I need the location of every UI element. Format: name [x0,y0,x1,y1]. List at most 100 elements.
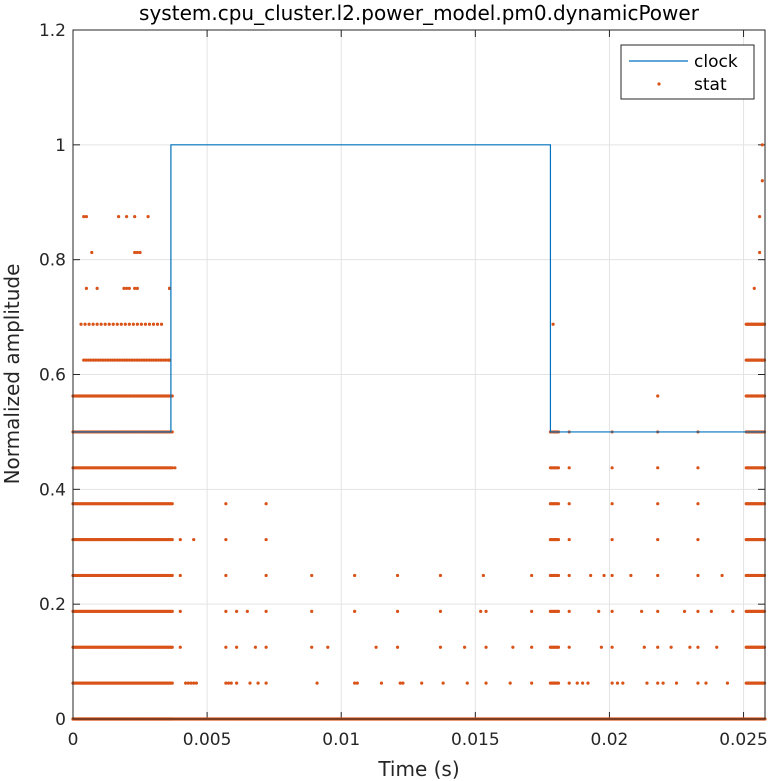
stat-point [192,681,196,685]
stat-point [762,573,767,578]
stat-point [264,645,268,649]
stat-point [567,645,571,649]
stat-point [688,645,692,649]
stat-point [264,537,268,542]
stat-point [192,537,196,542]
stat-point [610,609,614,613]
stat-point [374,645,378,649]
y-tick-label: 0.2 [39,595,66,615]
stat-point [661,681,665,685]
stat-point [656,466,660,470]
stat-point [353,681,357,685]
stat-point [755,394,759,398]
stat-point [752,286,756,290]
stat-point [116,215,121,219]
stat-point [762,394,767,398]
stat-point [567,466,571,470]
x-tick-label: 0.005 [183,730,232,750]
stat-point [224,502,228,506]
stat-point [511,645,515,649]
stat-point [395,573,400,578]
stat-point [615,681,620,685]
chart-title: system.cpu_cluster.l2.power_model.pm0.dy… [139,1,700,25]
x-tick-label: 0.015 [451,730,500,750]
stat-point [479,609,483,613]
stat-point [147,358,151,362]
stat-point [530,573,534,578]
x-tick-label: 0.02 [591,730,629,750]
x-tick-label: 0.01 [322,730,360,750]
stat-point [125,358,129,362]
stat-point [91,358,95,362]
stat-point [656,502,660,506]
stat-point [589,573,593,578]
stat-point [704,681,708,685]
stat-point [462,645,467,649]
stat-point [642,645,646,649]
stat-point [567,537,571,542]
stat-point [91,322,95,326]
stat-point [90,250,94,255]
stat-point [438,645,443,649]
series-clock [73,144,765,433]
stat-point [103,358,108,362]
stat-point [530,681,534,685]
stat-point [135,322,139,326]
stat-point [95,286,99,290]
stat-point [441,681,445,685]
stat-point [696,466,700,470]
stat-point [645,681,649,685]
stat-point [353,609,357,613]
stat-point [264,681,268,685]
stat-point [610,645,614,649]
stat-point [762,322,767,326]
stat-point [760,358,764,362]
stat-point [132,358,137,362]
stat-point [762,466,767,470]
stat-point [173,466,177,470]
stat-point [178,573,182,578]
stat-point [235,645,239,649]
stat-point [484,681,488,685]
stat-point [567,502,571,506]
stat-point [224,681,228,685]
stat-point [656,537,660,542]
stat-point [696,609,700,613]
stat-point [353,573,357,578]
x-tick-label: 0 [68,730,79,750]
legend-stat-label: stat [694,75,727,95]
stat-point [758,250,762,255]
stat-point [224,573,228,578]
stat-point [656,681,660,685]
stat-point [484,645,488,649]
stat-point [170,645,174,649]
stat-point [96,358,100,362]
stat-point [224,645,228,649]
stat-point [395,609,400,613]
stat-point [94,358,98,362]
stat-point [170,537,174,542]
stat-point [170,681,174,685]
stat-point [530,645,534,649]
stat-point [696,502,700,506]
stat-point [551,322,555,326]
stat-point [115,358,120,362]
stat-point [438,573,443,578]
stat-point [130,358,134,362]
stat-point [556,466,561,470]
clock-line [73,144,765,433]
stat-point [762,681,767,685]
stat-point [156,358,161,362]
stat-point [715,645,719,649]
stat-point [140,358,144,362]
stat-point [315,681,319,685]
stat-point [420,681,424,685]
stat-point [556,681,561,685]
legend-stat-swatch [657,82,661,86]
stat-point [762,645,767,649]
stat-point [107,322,111,326]
stat-point [556,573,561,578]
stat-point [108,358,112,362]
